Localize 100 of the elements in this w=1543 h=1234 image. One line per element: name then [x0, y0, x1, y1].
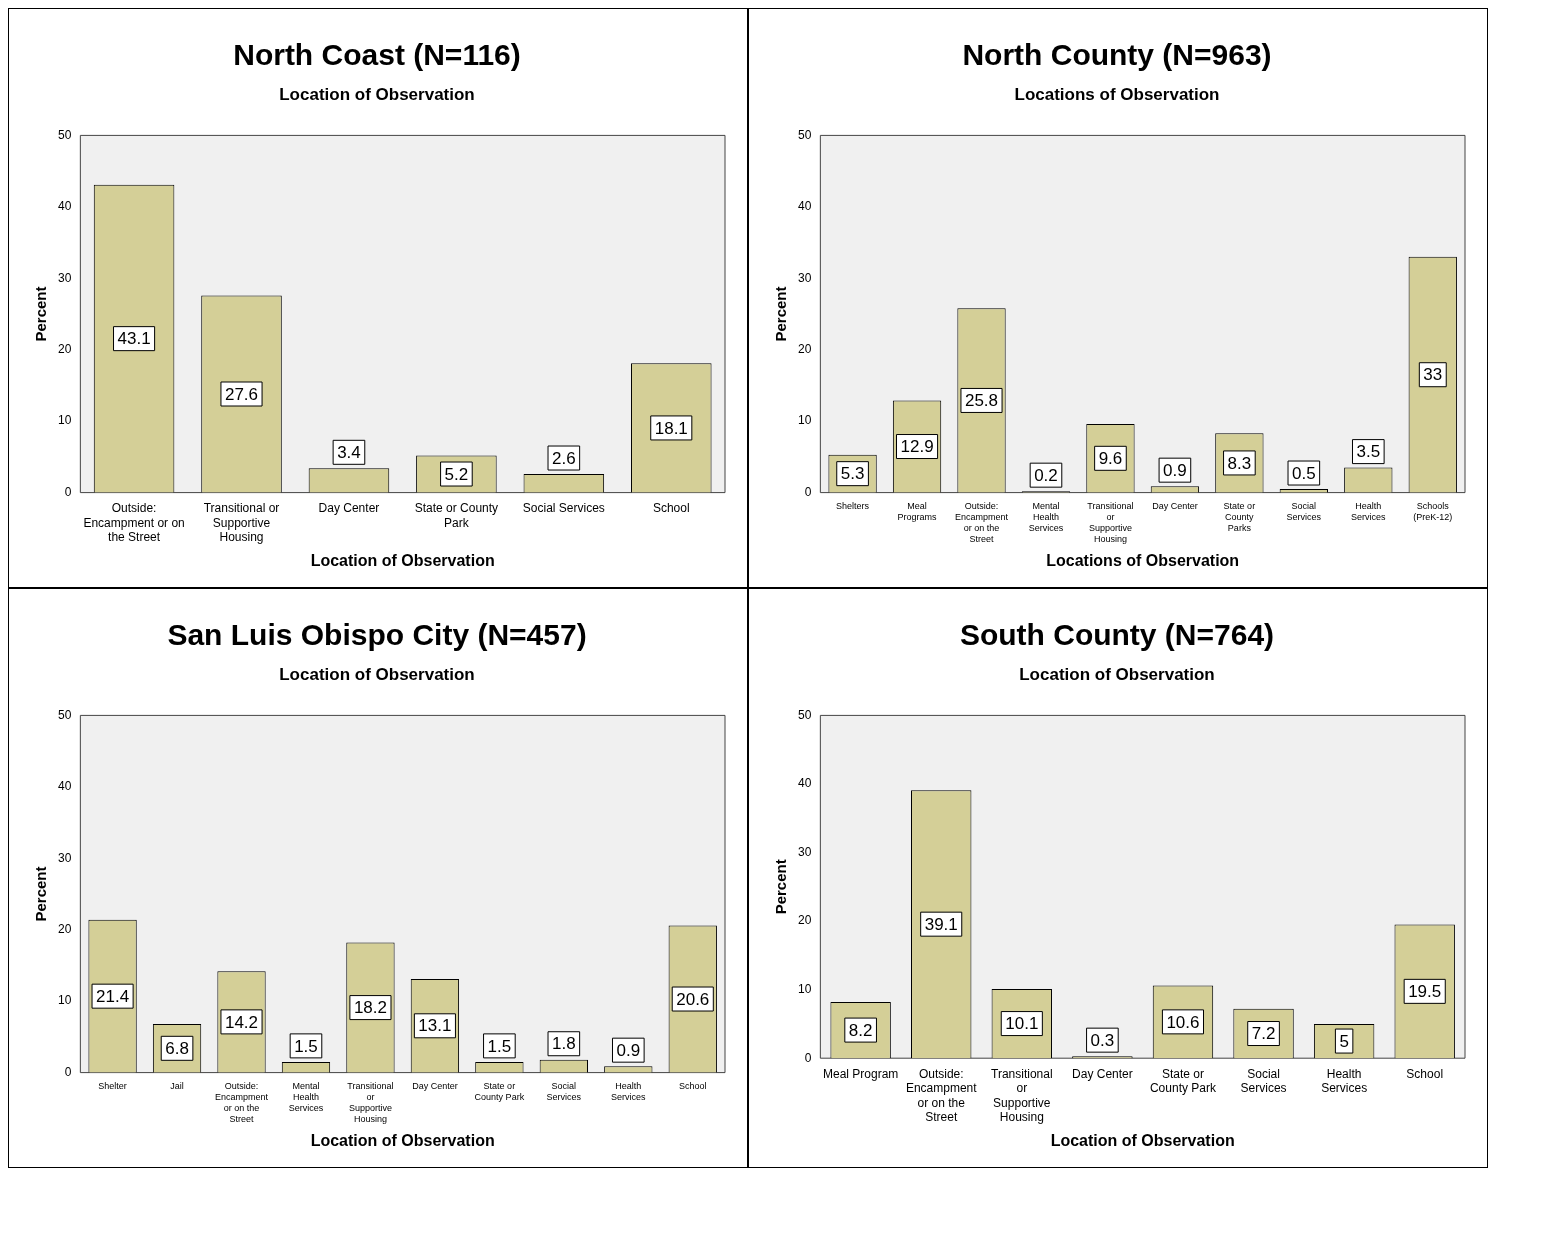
x-tick-label: Shelter: [98, 1081, 127, 1092]
y-tick-label: 50: [797, 127, 812, 142]
x-tick-label: School: [679, 1081, 707, 1092]
data-label: 2.6: [552, 448, 576, 468]
chart-subtitle: Location of Observation: [1019, 664, 1215, 684]
data-label: 1.5: [294, 1036, 318, 1056]
y-tick-label: 10: [57, 413, 72, 428]
y-tick-label: 10: [797, 981, 812, 996]
x-tick-label: Meal Programs: [897, 501, 938, 523]
x-tick-label: Schools (PreK-12): [1413, 501, 1453, 523]
data-label: 21.4: [96, 986, 130, 1006]
chart-title: North County (N=963): [962, 38, 1272, 72]
x-axis-title: Location of Observation: [310, 551, 495, 569]
x-tick-label: Transitional or Supportive Housing: [347, 1081, 394, 1124]
data-label: 3.4: [337, 443, 361, 462]
y-tick-label: 50: [797, 707, 812, 722]
x-tick-label: Transitional or Supportive Housing: [1087, 501, 1134, 544]
data-label: 13.1: [418, 1016, 452, 1036]
y-tick-label: 0: [804, 1050, 812, 1065]
x-tick-label: Health Services: [1351, 501, 1387, 523]
data-label: 7.2: [1251, 1024, 1276, 1044]
data-label: 39.1: [924, 914, 958, 934]
x-tick-label: Transitional or Supportive Housing: [991, 1066, 1053, 1124]
data-label: 8.2: [848, 1020, 873, 1040]
x-tick-label: Outside: Encampment or on the Street: [83, 501, 185, 544]
data-label: 9.6: [1098, 449, 1123, 468]
x-tick-label: Day Center: [1152, 501, 1198, 512]
chart-subtitle: Location of Observation: [279, 84, 475, 104]
data-label: 1.5: [487, 1036, 512, 1056]
x-tick-label: Social Services: [1286, 501, 1322, 523]
y-tick-label: 20: [797, 913, 812, 928]
x-tick-label: State or County Park: [414, 501, 499, 530]
data-label: 5.2: [444, 464, 469, 484]
x-tick-label: Social Services: [546, 1081, 582, 1103]
y-tick-label: 40: [57, 199, 72, 214]
x-tick-label: State or County Park: [474, 1081, 525, 1103]
y-tick-label: 40: [797, 776, 812, 791]
x-tick-label: Transitional or Supportive Housing: [203, 501, 280, 544]
data-label: 12.9: [900, 437, 934, 457]
data-label: 6.8: [165, 1039, 189, 1058]
data-label: 43.1: [117, 329, 151, 349]
x-tick-label: Day Center: [318, 501, 380, 516]
data-label: 5.3: [840, 464, 865, 484]
y-tick-label: 50: [57, 127, 72, 142]
y-tick-label: 0: [64, 1064, 72, 1079]
x-tick-label: Health Services: [1321, 1066, 1368, 1096]
y-tick-label: 10: [797, 413, 812, 428]
data-label: 14.2: [224, 1012, 259, 1032]
y-tick-label: 20: [57, 342, 72, 357]
y-tick-label: 30: [797, 844, 812, 859]
x-tick-label: Health Services: [611, 1081, 647, 1103]
y-axis-title: Percent: [772, 859, 790, 915]
x-tick-label: Social Services: [522, 501, 605, 516]
chart-subtitle: Locations of Observation: [1014, 84, 1220, 104]
data-label: 19.5: [1408, 982, 1442, 1002]
y-tick-label: 20: [797, 342, 812, 357]
x-tick-label: Shelters: [836, 501, 870, 512]
data-label: 0.9: [1163, 460, 1187, 480]
x-axis-title: Locations of Observation: [1046, 551, 1240, 569]
data-label: 10.1: [1005, 1014, 1039, 1034]
chart-title: North Coast (N=116): [233, 38, 521, 72]
data-label: 18.1: [654, 418, 688, 438]
y-axis-title: Percent: [32, 866, 50, 922]
data-label: 3.5: [1356, 442, 1381, 462]
y-axis-title: Percent: [32, 286, 50, 342]
x-axis-title: Location of Observation: [310, 1131, 495, 1149]
data-label: 8.3: [1227, 453, 1252, 473]
y-tick-label: 20: [57, 922, 72, 937]
x-tick-label: Day Center: [412, 1081, 458, 1092]
data-label: 0.3: [1090, 1030, 1115, 1050]
y-tick-label: 30: [57, 270, 72, 285]
chart-subtitle: Location of Observation: [279, 664, 475, 684]
x-tick-label: School: [1406, 1066, 1444, 1081]
data-label: 27.6: [224, 384, 259, 404]
data-label: 0.9: [616, 1040, 641, 1060]
y-tick-label: 50: [57, 707, 72, 722]
x-tick-label: Day Center: [1072, 1066, 1133, 1081]
x-tick-label: Mental Health Services: [288, 1081, 324, 1114]
data-label: 5: [1339, 1031, 1349, 1051]
chart-title: San Luis Obispo City (N=457): [167, 618, 587, 652]
y-tick-label: 0: [64, 484, 72, 499]
data-label: 25.8: [964, 391, 999, 411]
x-tick-label: Social Services: [1240, 1066, 1287, 1096]
y-tick-label: 30: [57, 850, 72, 865]
y-axis-title: Percent: [772, 286, 790, 342]
x-tick-label: State or County Parks: [1223, 501, 1256, 534]
chart-title: South County (N=764): [959, 618, 1275, 652]
y-tick-label: 40: [57, 779, 72, 794]
x-tick-label: State or County Park: [1149, 1066, 1217, 1096]
y-tick-label: 10: [57, 993, 72, 1008]
data-label: 0.5: [1292, 463, 1316, 483]
x-tick-label: Meal Program: [822, 1066, 899, 1081]
x-axis-title: Location of Observation: [1050, 1131, 1235, 1149]
x-tick-label: School: [652, 501, 690, 516]
data-label: 20.6: [676, 989, 710, 1009]
data-label: 33: [1423, 365, 1443, 385]
x-tick-label: Outside: Encampment or on the Street: [955, 501, 1009, 544]
data-label: 18.2: [353, 998, 387, 1018]
x-tick-label: Jail: [170, 1081, 184, 1092]
y-tick-label: 0: [804, 484, 812, 499]
